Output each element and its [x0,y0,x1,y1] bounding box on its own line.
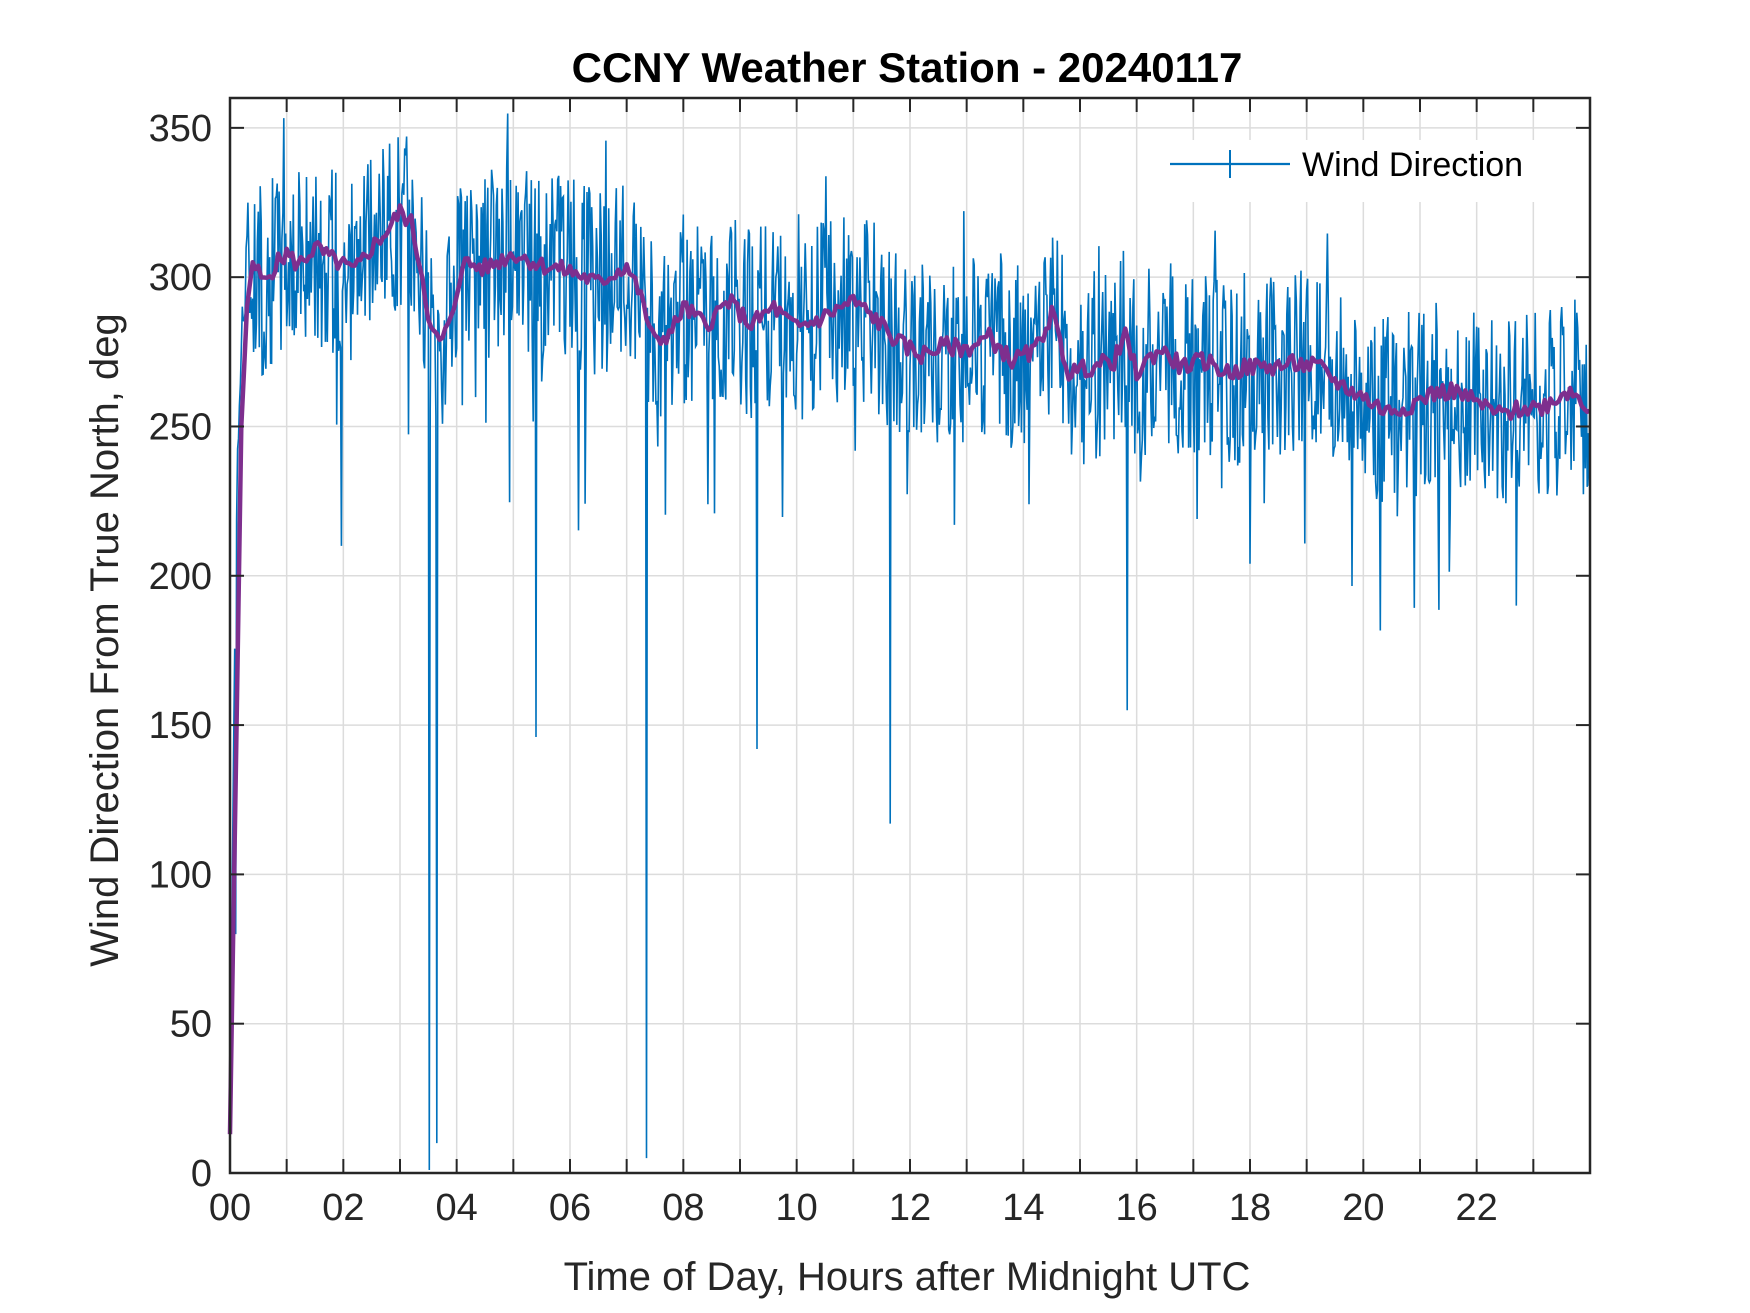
y-axis-tick-labels: 0 50 100 150 200 250 300 350 [149,108,212,1195]
y-tick-label: 100 [149,854,212,896]
y-tick-label: 50 [170,1004,212,1046]
wind-direction-line [229,113,1591,1171]
axis-ticks [229,98,1590,1174]
legend-label-wind-direction: Wind Direction [1302,146,1523,184]
x-tick-label: 08 [662,1187,704,1229]
x-tick-label: 04 [436,1187,478,1229]
y-tick-label: 150 [149,705,212,747]
y-tick-label: 350 [149,108,212,150]
y-tick-label: 200 [149,556,212,598]
chart-title: CCNY Weather Station - 20240117 [572,44,1243,91]
y-tick-label: 300 [149,257,212,299]
smoothed-line [227,203,1591,1135]
x-tick-label: 18 [1229,1187,1271,1229]
wind-direction-series [229,113,1591,1171]
x-tick-label: 16 [1116,1187,1158,1229]
legend-box [1160,140,1553,202]
x-tick-label: 12 [889,1187,931,1229]
x-tick-label: 14 [1002,1187,1044,1229]
x-tick-label: 10 [776,1187,818,1229]
grid [229,98,1590,1174]
x-tick-label: 02 [322,1187,364,1229]
y-tick-label: 250 [149,406,212,448]
legend: Wind Direction [1160,140,1553,202]
x-tick-label: 20 [1342,1187,1384,1229]
x-tick-label: 06 [549,1187,591,1229]
x-axis-tick-labels: 00 02 04 06 08 10 12 14 16 18 20 22 [209,1187,1498,1229]
smoothed-series [227,203,1591,1135]
y-axis-label: Wind Direction From True North, deg [83,313,127,967]
x-tick-label: 22 [1456,1187,1498,1229]
y-tick-label: 0 [191,1153,212,1195]
x-tick-label: 00 [209,1187,251,1229]
x-axis-label: Time of Day, Hours after Midnight UTC [564,1255,1251,1299]
